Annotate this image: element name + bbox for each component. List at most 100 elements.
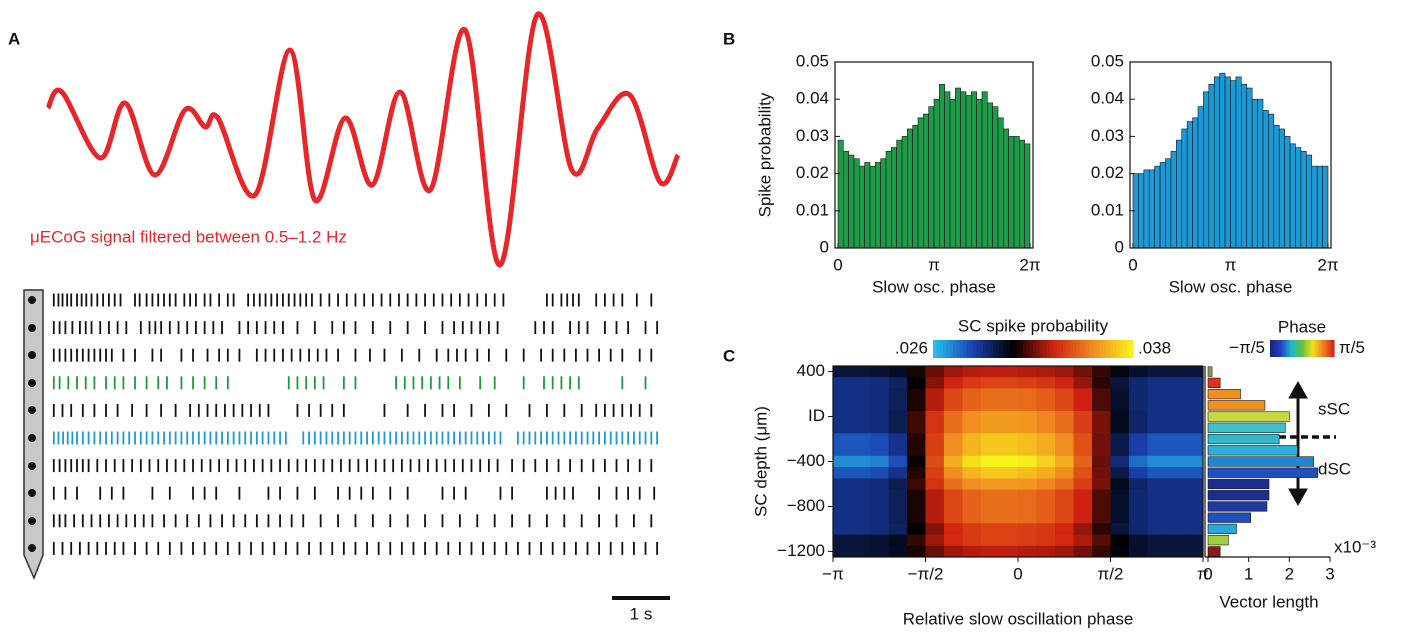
vector-bar <box>1207 478 1270 490</box>
colorbar-swatch <box>1099 340 1104 358</box>
hist-bar <box>1013 136 1020 249</box>
heatmap-cell <box>1036 489 1056 502</box>
heatmap-cell <box>925 489 945 502</box>
x-tick-label: π <box>1225 255 1237 274</box>
heatmap-cell <box>1054 478 1075 491</box>
vector-bar <box>1207 400 1266 411</box>
colorbar-swatch <box>1033 340 1037 358</box>
hist-bar <box>955 87 961 249</box>
y-axis-label: SC depth (μm) <box>751 406 770 517</box>
heatmap-cell <box>851 410 871 423</box>
heatmap-cell <box>869 444 890 457</box>
x-tick-label: −π/2 <box>908 564 944 583</box>
heatmap-cell <box>1110 399 1130 412</box>
heatmap-cell <box>1110 489 1130 502</box>
colorbar-tick-label: .026 <box>895 338 928 357</box>
colorbar-swatch <box>1271 340 1273 357</box>
colorbar-swatch <box>1328 340 1331 357</box>
heatmap-cell <box>1147 377 1167 389</box>
heatmap-cell <box>1036 410 1056 423</box>
heatmap-cell <box>962 422 982 434</box>
heatmap-cell <box>1110 377 1130 389</box>
colorbar-swatch <box>1322 340 1324 357</box>
heatmap-cell <box>962 433 982 446</box>
colorbar-swatch <box>939 340 944 358</box>
y-tick-label: 0.05 <box>796 51 829 70</box>
heatmap-cell <box>962 444 982 457</box>
heatmap-cell <box>906 478 927 491</box>
hist-bar <box>923 113 929 249</box>
x-axis-label: Relative slow oscillation phase <box>903 609 1134 628</box>
colorbar-swatch <box>1282 340 1285 357</box>
heatmap-cell <box>1091 467 1112 479</box>
heatmap-cell <box>1110 433 1130 446</box>
colorbar-swatch <box>1313 340 1316 357</box>
colorbar-swatch <box>1327 340 1330 357</box>
hist-bar <box>997 117 1004 249</box>
heatmap-cell <box>851 478 871 491</box>
hist-bar <box>875 162 881 249</box>
hist-bar <box>992 106 999 249</box>
heatmap-cell <box>1128 410 1149 423</box>
heatmap-cell <box>906 399 927 412</box>
heatmap-cell <box>980 422 1001 434</box>
heatmap-cell <box>832 399 852 412</box>
heatmap-cell <box>851 534 871 547</box>
hist-bar <box>896 139 903 249</box>
vector-bar <box>1207 546 1221 557</box>
colorbar-tick-label: π/5 <box>1339 338 1365 357</box>
x-tick-label: π <box>1197 564 1209 583</box>
hist-bar <box>1241 84 1248 249</box>
colorbar-swatch <box>1053 340 1057 358</box>
heatmap-cell <box>1036 377 1056 389</box>
heatmap-cell <box>1128 377 1149 389</box>
heatmap-cell <box>851 545 871 558</box>
heatmap-cell <box>1017 366 1038 378</box>
heatmap-cell <box>999 489 1019 502</box>
heatmap-cell <box>1036 523 1056 536</box>
colorbar-swatch <box>1049 340 1054 358</box>
heatmap-cell <box>851 467 871 479</box>
vector-bar <box>1207 523 1237 535</box>
colorbar-swatch <box>1300 340 1303 357</box>
heatmap-cell <box>999 377 1019 389</box>
heatmap-cell <box>943 433 963 446</box>
heatmap-cell <box>980 366 1001 378</box>
heatmap-cell <box>1184 489 1204 502</box>
heatmap-cell <box>1128 444 1149 457</box>
heatmap-cell <box>832 534 852 547</box>
vector-bar <box>1207 512 1252 523</box>
heatmap-cell <box>1017 388 1038 401</box>
heatmap-cell <box>1128 523 1149 536</box>
heatmap-cell <box>1147 399 1167 412</box>
colorbar-swatch <box>1274 340 1276 357</box>
heatmap-cell <box>832 455 852 468</box>
heatmap-cell <box>1073 422 1093 434</box>
colorbar-swatch <box>1109 340 1114 358</box>
colorbar-swatch <box>1278 340 1281 357</box>
heatmap-cell <box>869 377 890 389</box>
heatmap-cell <box>1054 399 1075 412</box>
annotation: dSC <box>1318 459 1351 478</box>
heatmap-cell <box>1036 512 1056 524</box>
hist-bar <box>891 147 897 249</box>
heatmap-cell <box>999 500 1019 513</box>
heatmap-cell <box>943 388 963 401</box>
heatmap-cell <box>1073 377 1093 389</box>
heatmap-cell <box>1165 500 1186 513</box>
heatmap-cell <box>1073 500 1093 513</box>
heatmap-cell <box>1054 377 1075 389</box>
heatmap-cell <box>1036 433 1056 446</box>
heatmap-cell <box>832 410 852 423</box>
y-tick-label: 0 <box>1115 237 1124 256</box>
hist-bar <box>1300 150 1307 249</box>
heatmap-cell <box>962 512 982 524</box>
hist-bar <box>944 91 951 249</box>
heatmap-cell <box>980 455 1001 468</box>
heatmap-cell <box>999 545 1019 558</box>
hist-bar <box>1224 76 1231 249</box>
heatmap-cell <box>906 500 927 513</box>
heatmap-cell <box>999 410 1019 423</box>
hist-bar <box>1295 147 1302 249</box>
y-tick-label: 0.03 <box>1091 126 1124 145</box>
